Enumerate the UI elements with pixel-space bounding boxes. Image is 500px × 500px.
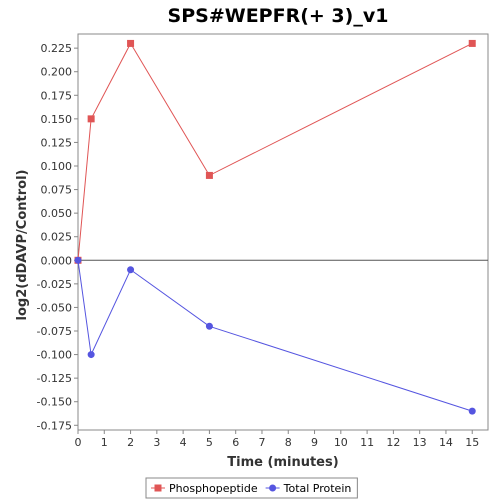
legend-item: Phosphopeptide [151, 482, 258, 495]
data-point [87, 115, 95, 123]
x-tick-label: 8 [285, 436, 292, 449]
x-tick-label: 3 [153, 436, 160, 449]
y-tick-label: -0.075 [37, 325, 72, 338]
data-point [127, 266, 135, 274]
y-axis-label: log2(dDAVP/Control) [15, 170, 30, 321]
x-tick-label: 0 [75, 436, 82, 449]
legend-marker [154, 484, 162, 492]
y-tick-label: 0.225 [41, 42, 73, 55]
legend-label: Phosphopeptide [169, 482, 258, 495]
x-tick-label: 15 [465, 436, 479, 449]
y-tick-label: 0.125 [41, 136, 73, 149]
plot-area [77, 33, 489, 431]
data-point [127, 39, 135, 47]
y-tick-label: 0.000 [41, 254, 73, 267]
y-tick-label: -0.175 [37, 419, 72, 432]
data-point [74, 256, 82, 264]
y-tick-label: 0.200 [41, 66, 73, 79]
data-point [87, 351, 95, 359]
data-point [205, 171, 213, 179]
data-point [468, 39, 476, 47]
y-axis: -0.175 -0.150 -0.125 -0.100 -0.075 -0.050 -0.0… [37, 42, 78, 432]
x-tick-label: 11 [360, 436, 374, 449]
y-tick-label: -0.150 [37, 396, 72, 409]
x-axis-label: Time (minutes) [227, 455, 338, 470]
legend-marker [269, 484, 277, 492]
x-tick-label: 13 [413, 436, 427, 449]
y-tick-label: 0.075 [41, 184, 73, 197]
x-tick-label: 9 [311, 436, 318, 449]
y-tick-label: -0.125 [37, 372, 72, 385]
y-tick-label: -0.050 [37, 301, 72, 314]
y-tick-label: -0.100 [37, 349, 72, 362]
x-tick-label: 14 [439, 436, 453, 449]
x-tick-label: 2 [127, 436, 134, 449]
chart-title: SPS#WEPFR(+ 3)_v1 [168, 5, 389, 27]
legend: Phosphopeptide Total Protein [145, 477, 358, 499]
x-axis: 0 1 2 3 4 5 6 7 8 9 10 11 12 13 14 15 [75, 430, 479, 449]
x-tick-label: 5 [206, 436, 213, 449]
legend-box [145, 477, 358, 499]
y-tick-label: 0.050 [41, 207, 73, 220]
y-tick-label: 0.175 [41, 89, 73, 102]
x-tick-label: 6 [232, 436, 239, 449]
series-layer [74, 39, 476, 415]
x-tick-label: 7 [258, 436, 265, 449]
y-tick-label: 0.150 [41, 113, 73, 126]
y-tick-label: 0.025 [41, 231, 73, 244]
data-point [205, 322, 213, 330]
series-total-protein [74, 256, 476, 415]
data-point [468, 407, 476, 415]
x-tick-label: 4 [180, 436, 187, 449]
x-tick-label: 12 [386, 436, 400, 449]
x-tick-label: 10 [334, 436, 348, 449]
x-tick-label: 1 [101, 436, 108, 449]
legend-label: Total Protein [283, 482, 352, 495]
y-tick-label: -0.025 [37, 278, 72, 291]
legend-item: Total Protein [265, 482, 352, 495]
y-tick-label: 0.100 [41, 160, 73, 173]
